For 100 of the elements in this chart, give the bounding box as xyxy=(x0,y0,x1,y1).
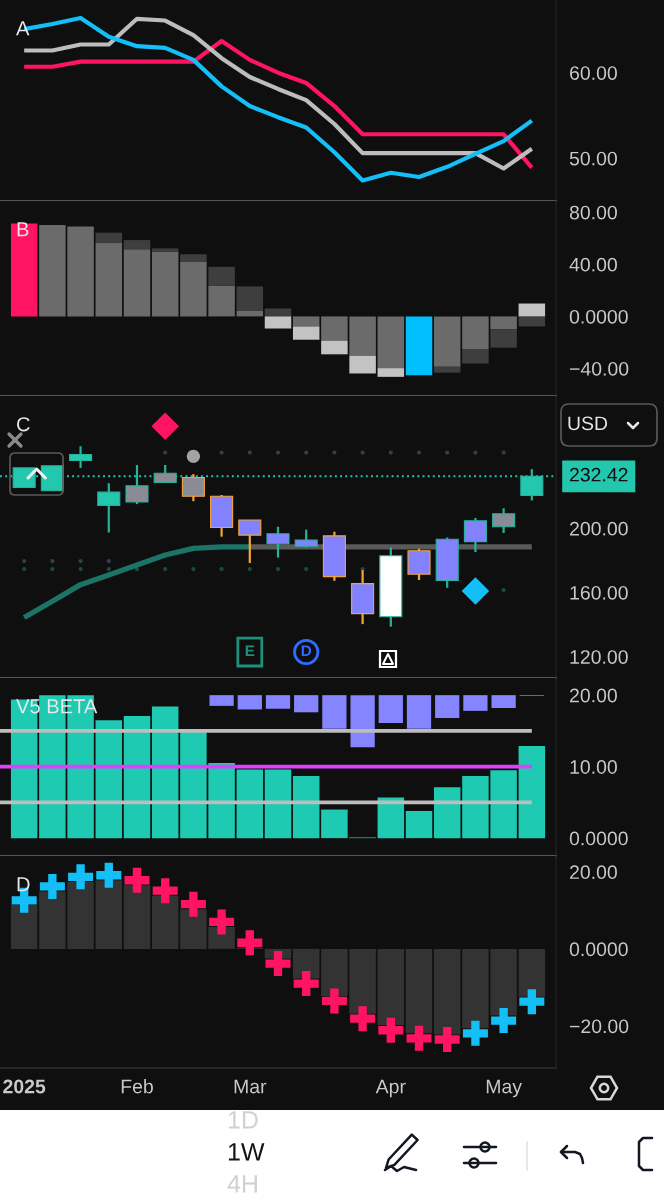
bar xyxy=(490,329,517,348)
point xyxy=(461,577,490,605)
point xyxy=(50,567,55,572)
point xyxy=(22,567,27,572)
x-tick-label: Mar xyxy=(234,1079,267,1094)
point xyxy=(191,567,196,572)
point xyxy=(406,1025,432,1051)
bar xyxy=(151,706,179,839)
y-tick-label: 60.00 xyxy=(570,66,617,80)
y-tick-label: −40.00 xyxy=(570,361,629,376)
bar xyxy=(236,286,264,311)
bar xyxy=(10,223,38,317)
bar xyxy=(433,948,461,1035)
candlestick xyxy=(125,463,149,506)
point xyxy=(78,558,83,564)
candlestick xyxy=(97,482,121,534)
point xyxy=(519,989,545,1015)
text: 1W xyxy=(228,1143,265,1161)
bar xyxy=(378,695,403,724)
text: B xyxy=(17,222,29,237)
point xyxy=(378,1017,404,1043)
bar xyxy=(377,316,405,369)
bar xyxy=(95,880,123,949)
candlestick xyxy=(181,473,205,503)
bar xyxy=(123,240,151,250)
point xyxy=(247,567,252,572)
point xyxy=(237,930,263,956)
bar xyxy=(292,316,320,327)
text: C xyxy=(17,417,30,432)
point xyxy=(96,862,122,888)
bar xyxy=(292,775,320,839)
point xyxy=(22,558,27,564)
point xyxy=(304,450,309,455)
point xyxy=(388,450,393,455)
ref-line-label: 232.42 xyxy=(569,467,628,482)
y-tick-label: 0.0000 xyxy=(569,942,628,957)
candlestick xyxy=(266,525,290,559)
bar xyxy=(123,249,151,317)
bar xyxy=(349,355,376,374)
bar xyxy=(321,340,348,355)
point xyxy=(219,567,224,572)
bar xyxy=(350,695,375,748)
y-tick-label: 10.00 xyxy=(570,760,617,774)
y-tick-label: 50.00 xyxy=(569,151,617,166)
y-tick-label: 80.00 xyxy=(569,205,617,220)
point xyxy=(106,567,111,572)
bar xyxy=(151,251,179,317)
point xyxy=(151,412,179,441)
bar xyxy=(491,695,516,709)
bar xyxy=(518,303,546,317)
point xyxy=(78,567,83,572)
bar xyxy=(463,695,488,711)
point xyxy=(124,867,150,893)
y-tick-label: 120.00 xyxy=(570,650,628,664)
point xyxy=(163,450,168,455)
bar xyxy=(377,368,405,377)
y-tick-label: −20.00 xyxy=(570,1019,629,1034)
bar xyxy=(433,366,461,373)
bar xyxy=(433,787,461,839)
bar xyxy=(236,769,264,839)
point xyxy=(68,864,94,890)
bar xyxy=(10,904,38,949)
x-tick-label: Apr xyxy=(375,1079,406,1098)
point xyxy=(501,588,506,593)
bar xyxy=(405,810,433,839)
point xyxy=(39,873,65,899)
point xyxy=(163,567,168,572)
bar xyxy=(208,266,235,286)
bar xyxy=(405,316,433,376)
point xyxy=(275,450,281,455)
bar xyxy=(151,248,179,252)
y-tick-label: 0.0000 xyxy=(569,309,628,324)
bar xyxy=(406,695,432,729)
x-tick-label: 2025 xyxy=(3,1079,46,1094)
y-tick-label: 0.0000 xyxy=(569,831,628,846)
bar xyxy=(123,715,151,839)
bar xyxy=(377,948,405,1026)
point xyxy=(265,951,291,977)
bar xyxy=(95,243,123,317)
point xyxy=(152,878,178,904)
bar xyxy=(433,316,461,367)
bar xyxy=(209,695,234,706)
point xyxy=(186,449,200,463)
bar xyxy=(518,745,546,839)
annotation: D xyxy=(301,645,312,656)
point xyxy=(209,909,235,935)
bar xyxy=(95,232,123,244)
point xyxy=(445,450,450,455)
bar xyxy=(462,348,489,364)
point xyxy=(304,567,309,572)
candlestick xyxy=(238,518,262,565)
annotation: E xyxy=(245,645,255,656)
y-tick-label: 200.00 xyxy=(570,521,628,536)
bar xyxy=(237,695,262,710)
y-tick-label: 20.00 xyxy=(570,865,617,880)
bar xyxy=(265,695,291,709)
point xyxy=(434,1026,460,1052)
bar xyxy=(292,326,320,340)
bar xyxy=(322,695,347,729)
bar xyxy=(180,254,207,262)
